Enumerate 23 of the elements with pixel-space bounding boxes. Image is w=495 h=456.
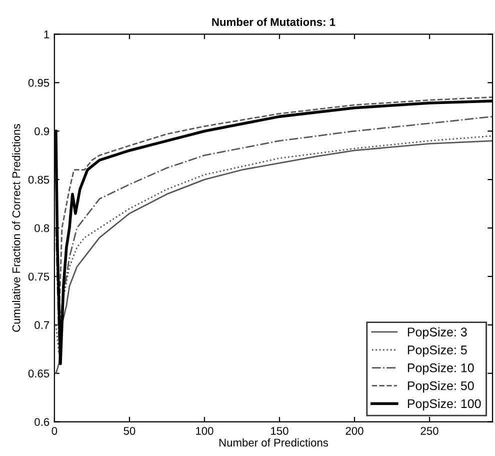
x-tick-label: 50	[124, 426, 136, 435]
x-tick-label: 150	[271, 426, 288, 435]
legend-label: PopSize: 100	[408, 398, 481, 411]
y-tick-label: 0.6	[34, 418, 50, 426]
x-tick-label: 200	[346, 426, 364, 435]
x-axis-title: Number of Predictions	[219, 438, 328, 447]
y-tick-label: 0.85	[28, 176, 50, 184]
y-axis-title: Cumulative Fraction of Correct Predictions	[12, 124, 20, 332]
x-tick-label: 250	[420, 426, 438, 435]
y-tick-label: 0.95	[28, 78, 50, 87]
x-tick-label: 0	[52, 426, 58, 435]
y-tick-label: 0.7	[34, 321, 50, 330]
y-tick-label: 0.9	[34, 127, 50, 136]
y-tick-label: 1	[44, 30, 50, 38]
legend-label: PopSize: 3	[408, 327, 467, 339]
x-tick-label: 100	[196, 426, 214, 435]
chart-title: Number of Mutations: 1	[212, 18, 336, 26]
legend-label: PopSize: 10	[408, 363, 474, 375]
y-tick-label: 0.75	[28, 272, 50, 281]
legend-label: PopSize: 5	[408, 345, 467, 357]
y-tick-label: 0.65	[28, 370, 50, 378]
y-tick-label: 0.8	[34, 224, 50, 232]
legend-label: PopSize: 50	[408, 380, 474, 393]
